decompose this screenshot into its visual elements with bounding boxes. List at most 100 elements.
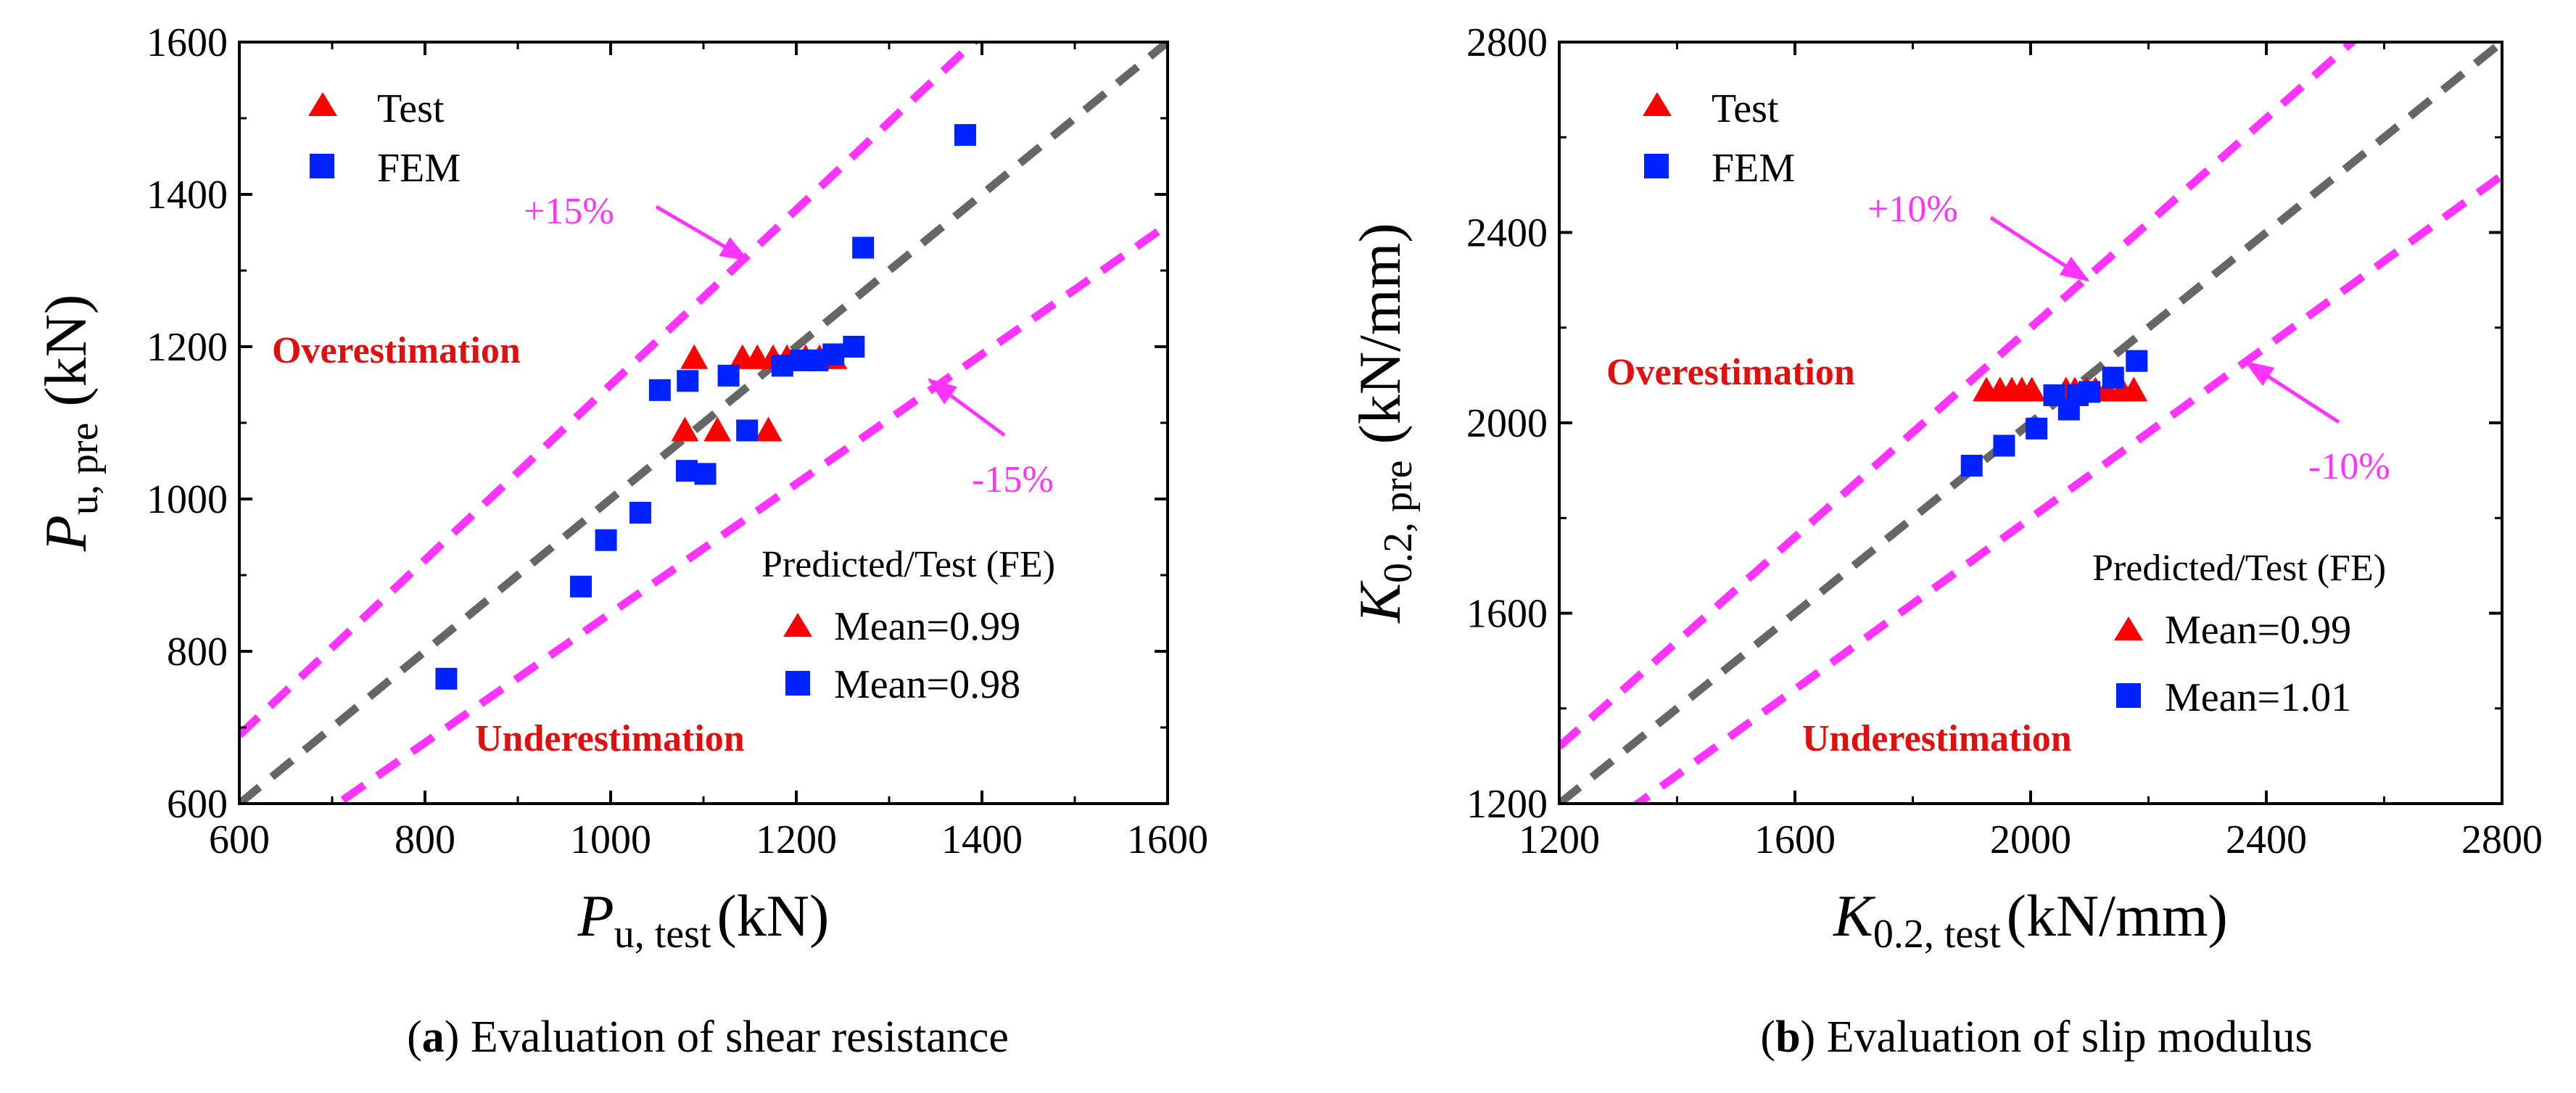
x-axis-unit-b: (kN/mm) <box>2007 883 2228 949</box>
x-axis-title-b: K0.2, test(kN/mm) <box>1833 883 2228 957</box>
y-tick-label-a: 600 <box>167 782 228 827</box>
band-upper-label-b: +10% <box>1867 189 1958 230</box>
y-tick-label-b: 2400 <box>1466 211 1548 256</box>
x-axis-main-b: K <box>1833 883 1876 949</box>
x-tick-label-a: 1000 <box>570 817 651 862</box>
fem-point-a <box>570 575 593 598</box>
chart-panel-b: 1200 1600 2000 2400 2800 1200 1600 2000 2400 2800… <box>1347 20 2543 1062</box>
fem-point-a <box>595 529 617 551</box>
stats-test-text-b: Mean=0.99 <box>2165 608 2351 653</box>
fem-point-b <box>1960 455 1983 477</box>
chart-panel-a: 600 800 1000 1200 1400 1600 600 800 1000 1200 1400… <box>33 20 1208 1062</box>
y-tick-label-b: 2800 <box>1466 20 1548 65</box>
stats-fem-text-b: Mean=1.01 <box>2165 675 2351 720</box>
ticks-a: 600 800 1000 1200 1400 1600 600 800 1000 1200 1400… <box>146 20 1208 862</box>
fem-point-a <box>629 501 651 524</box>
x-tick-label-b: 1600 <box>1754 817 1836 862</box>
x-tick-label-a: 1200 <box>756 817 837 862</box>
caption-text-b: Evaluation of slip modulus <box>1827 1012 2313 1062</box>
y-tick-label-b: 1200 <box>1466 782 1548 827</box>
fem-point-a <box>852 236 875 259</box>
band-lower-arrow-b <box>2244 360 2340 424</box>
x-tick-label-a: 800 <box>395 817 455 862</box>
fem-point-a <box>694 463 717 485</box>
y-axis-unit-a: (kN) <box>33 294 99 407</box>
upper-band-line-a <box>239 42 980 738</box>
caption-b: (b) Evaluation of slip modulus <box>1760 1012 2312 1062</box>
band-lower-label-a: -15% <box>972 459 1054 500</box>
y-tick-label-a: 1200 <box>146 325 228 370</box>
x-axis-title-a: Pu, test(kN) <box>577 883 830 957</box>
legend-test-label-b: Test <box>1712 86 1779 131</box>
y-axis-main-a: P <box>33 515 99 552</box>
y-axis-unit-b: (kN/mm) <box>1347 223 1413 444</box>
legend-test-marker-b <box>1643 92 1672 116</box>
test-point-a <box>671 416 699 442</box>
legend-test-label-a: Test <box>377 86 445 131</box>
upper-band-line-b <box>1559 42 2358 750</box>
stats-test-text-a: Mean=0.99 <box>834 604 1020 649</box>
lower-band-line-a <box>330 220 1168 804</box>
y-axis-sub-a: u, pre <box>62 423 107 516</box>
legend-fem-label-b: FEM <box>1712 146 1795 191</box>
fem-point-a <box>954 124 976 147</box>
x-axis-sub-a: u, test <box>614 912 711 957</box>
ticks-b: 1200 1600 2000 2400 2800 1200 1600 2000 2400 2800 <box>1466 20 2543 862</box>
legend-fem-marker-a <box>310 154 334 178</box>
y-tick-label-b: 1600 <box>1466 592 1548 637</box>
stats-test-marker-b <box>2114 616 2143 640</box>
legend-fem-marker-b <box>1644 154 1669 178</box>
x-tick-label-a: 1400 <box>941 817 1023 862</box>
under-label-a: Underestimation <box>475 718 745 759</box>
stats-title-b: Predicted/Test (FE) <box>2092 548 2386 589</box>
fem-point-b <box>2102 366 2124 389</box>
fem-point-a <box>822 343 845 366</box>
stats-fem-text-a: Mean=0.98 <box>834 662 1020 707</box>
band-upper-arrow-a <box>655 205 750 262</box>
y-axis-sub-b: 0.2, pre <box>1376 460 1421 583</box>
fem-point-b <box>2026 417 2048 440</box>
band-upper-label-a: +15% <box>524 191 614 232</box>
caption-label-b: b <box>1775 1012 1800 1062</box>
test-point-a <box>703 416 732 442</box>
y-tick-label-a: 1600 <box>146 20 228 65</box>
fem-point-a <box>771 355 793 377</box>
x-tick-label-a: 600 <box>209 817 270 862</box>
fem-point-a <box>736 419 759 442</box>
fem-point-a <box>675 460 698 482</box>
stats-fem-marker-b <box>2116 683 2141 708</box>
y-tick-label-a: 800 <box>167 630 228 675</box>
caption-a: (a) Evaluation of shear resistance <box>407 1012 1009 1062</box>
caption-text-a: Evaluation of shear resistance <box>471 1012 1009 1062</box>
test-point-a <box>680 344 709 369</box>
band-lower-label-b: -10% <box>2308 446 2390 487</box>
test-point-b <box>2018 376 2046 402</box>
ideal-line-b <box>1559 42 2502 804</box>
test-point-b <box>2120 376 2148 402</box>
stats-test-marker-a <box>783 613 812 637</box>
x-axis-sub-b: 0.2, test <box>1873 912 2001 957</box>
x-tick-label-b: 2800 <box>2461 817 2543 862</box>
fem-point-b <box>1993 434 2015 457</box>
fem-point-b <box>2078 381 2101 403</box>
test-point-a <box>754 416 783 442</box>
under-label-b: Underestimation <box>1802 718 2072 759</box>
y-tick-label-a: 1400 <box>146 173 228 218</box>
y-axis-title-a: Pu, pre (kN) <box>33 294 107 552</box>
over-label-b: Overestimation <box>1606 352 1855 393</box>
fem-point-b <box>2126 350 2148 372</box>
stats-fem-marker-a <box>785 671 810 696</box>
over-label-a: Overestimation <box>272 330 521 371</box>
x-axis-unit-a: (kN) <box>717 883 830 949</box>
y-axis-title-b: K0.2, pre (kN/mm) <box>1347 223 1421 623</box>
legend-test-marker-a <box>308 92 337 116</box>
caption-label-a: a <box>422 1012 445 1062</box>
y-axis-main-b: K <box>1347 580 1413 624</box>
legend-fem-label-a: FEM <box>377 146 461 191</box>
y-tick-label-b: 2000 <box>1466 401 1548 446</box>
fem-point-a <box>843 336 865 358</box>
stats-title-a: Predicted/Test (FE) <box>761 544 1055 585</box>
band-upper-arrow-b <box>1989 215 2090 282</box>
